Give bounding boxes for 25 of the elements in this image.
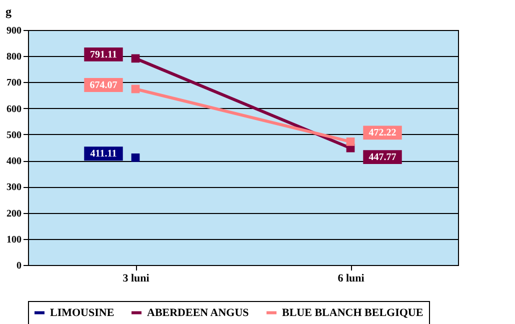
point	[131, 153, 140, 162]
y-tick-label: 700	[6, 78, 22, 89]
data-label: 674.07	[90, 80, 118, 91]
legend-label: BLUE BLANCH BELGIQUE	[282, 306, 424, 319]
y-tick-label: 400	[6, 156, 22, 168]
y-axis-title: g	[6, 4, 12, 18]
y-tick-label: 300	[6, 182, 22, 194]
y-tick-label: 0	[16, 260, 22, 272]
y-tick-label: 800	[6, 52, 22, 63]
x-tick-label: 6 luni	[338, 272, 364, 284]
data-label: 447.77	[368, 152, 396, 164]
point	[131, 54, 140, 63]
data-label: 411.11	[90, 148, 117, 160]
point	[131, 84, 140, 94]
y-tick-label: 200	[6, 208, 22, 220]
legend-label: LIMOUSINE	[50, 306, 114, 319]
point	[346, 138, 355, 146]
y-tick-label: 600	[6, 104, 22, 115]
legend-label: ABERDEEN ANGUS	[147, 306, 249, 319]
data-label: 472.22	[368, 128, 396, 139]
y-tick-label: 100	[6, 234, 22, 246]
y-tick-label: 500	[6, 130, 22, 141]
y-tick-label: 900	[6, 26, 22, 36]
data-label: 791.11	[90, 49, 117, 60]
x-tick-label: 3 luni	[122, 272, 150, 284]
